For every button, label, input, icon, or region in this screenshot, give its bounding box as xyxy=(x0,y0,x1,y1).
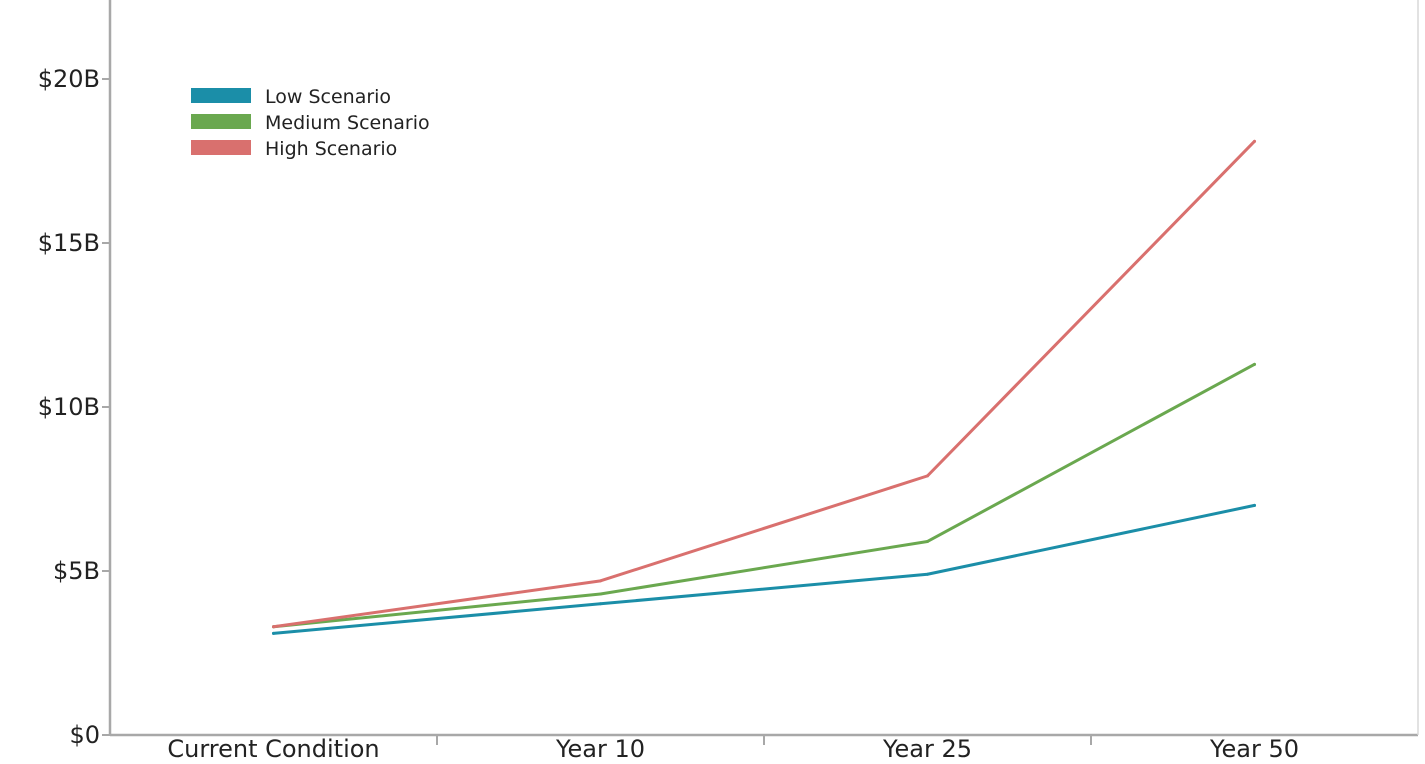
x-tick-label: Current Condition xyxy=(167,735,379,763)
legend-label: High Scenario xyxy=(265,138,397,160)
data-point-low-scenario xyxy=(926,572,929,576)
y-axis-ticks: $0 $5B $10B $15B $20B xyxy=(38,65,110,749)
data-point-medium-scenario xyxy=(1253,362,1256,366)
y-tick-label: $0 xyxy=(69,721,100,749)
legend: Low Scenario Medium Scenario High Scenario xyxy=(191,86,430,160)
legend-swatch xyxy=(191,114,251,129)
data-point-high-scenario xyxy=(272,625,275,629)
y-tick-label: $5B xyxy=(53,557,100,585)
y-tick-label: $15B xyxy=(38,229,100,257)
y-tick-label: $20B xyxy=(38,65,100,93)
x-tick-label: Year 25 xyxy=(882,735,972,763)
data-point-low-scenario xyxy=(1253,503,1256,507)
legend-swatch xyxy=(191,140,251,155)
x-tick-label: Year 10 xyxy=(555,735,645,763)
data-point-low-scenario xyxy=(272,631,275,635)
x-tick-label: Year 50 xyxy=(1209,735,1299,763)
series-lines xyxy=(272,139,1256,635)
y-tick-label: $10B xyxy=(38,393,100,421)
data-point-medium-scenario xyxy=(599,592,602,596)
data-point-high-scenario xyxy=(1253,139,1256,143)
data-point-high-scenario xyxy=(926,474,929,478)
x-axis-ticks: Current Condition Year 10 Year 25 Year 50 xyxy=(167,735,1299,763)
legend-swatch xyxy=(191,88,251,103)
data-point-medium-scenario xyxy=(926,539,929,543)
data-point-high-scenario xyxy=(599,579,602,583)
legend-label: Low Scenario xyxy=(265,86,391,108)
data-point-low-scenario xyxy=(599,602,602,606)
series-line-medium-scenario xyxy=(272,362,1256,629)
series-line-high-scenario xyxy=(272,139,1256,629)
series-line-low-scenario xyxy=(272,503,1256,635)
legend-label: Medium Scenario xyxy=(265,112,430,134)
